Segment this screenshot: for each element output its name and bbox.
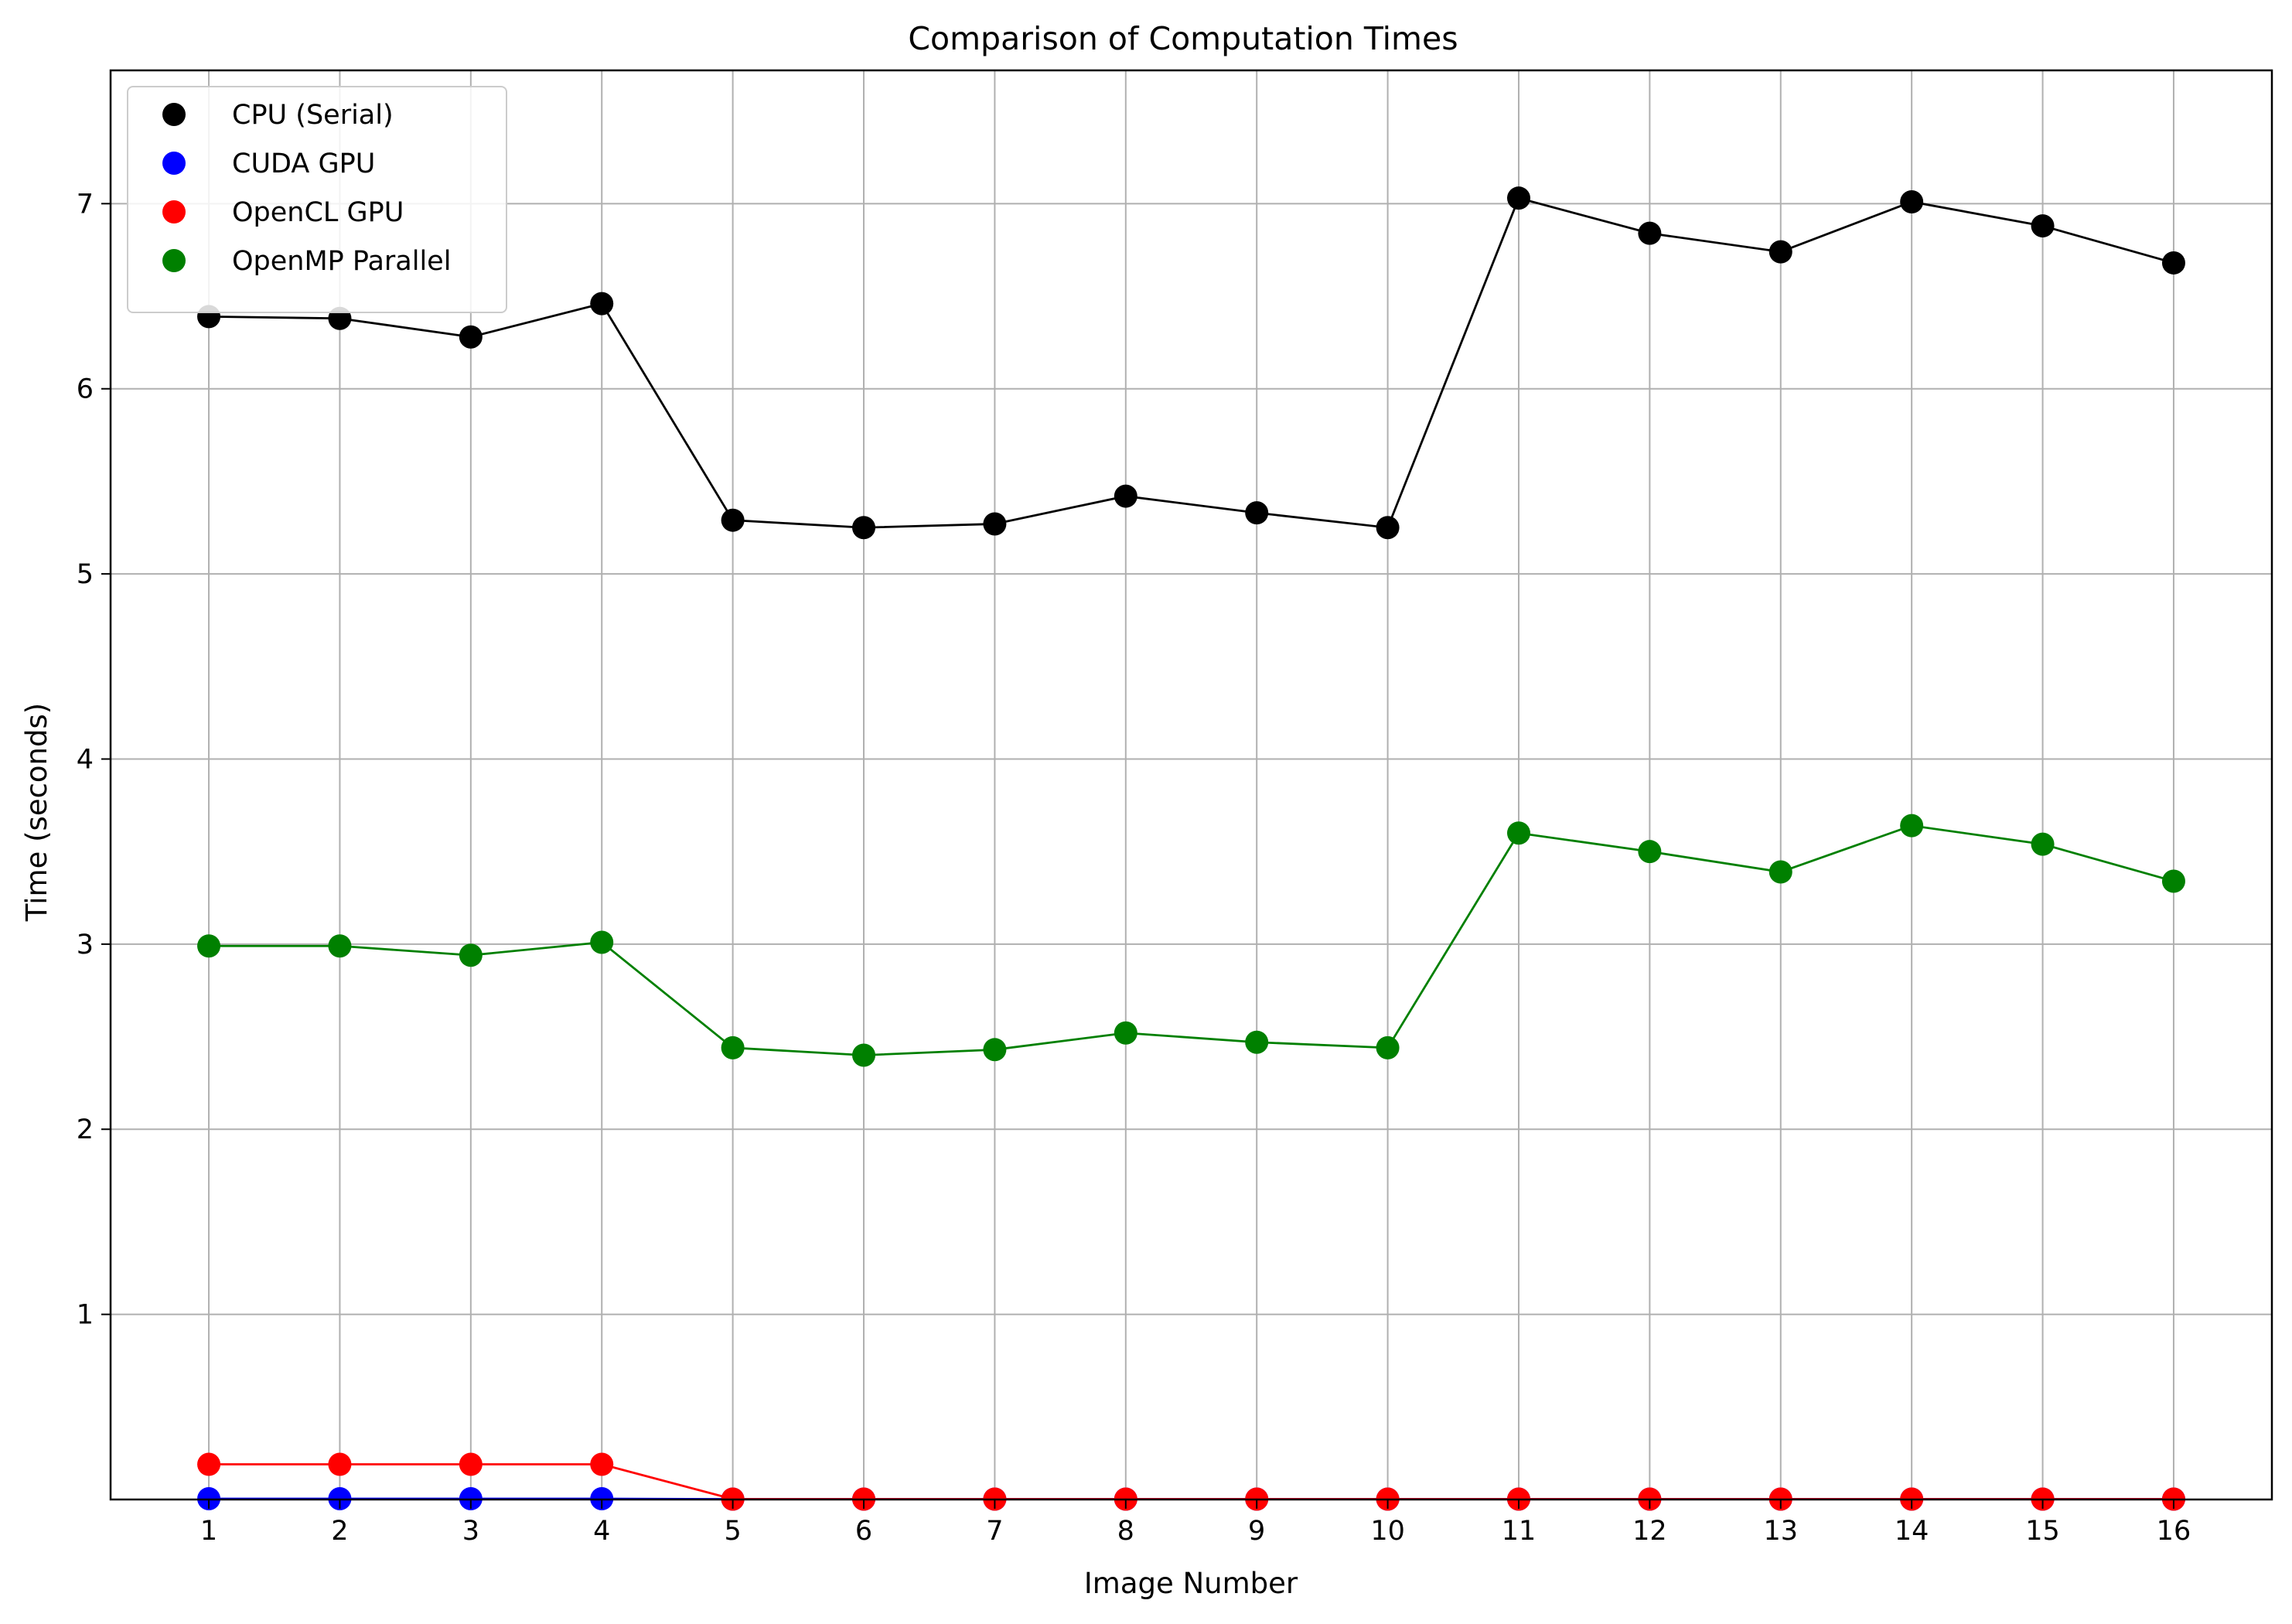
data-point — [1376, 1035, 1400, 1059]
x-tick-label: 13 — [1763, 1516, 1798, 1547]
data-point — [197, 934, 221, 958]
data-point — [1638, 221, 1662, 245]
legend-label: CUDA GPU — [232, 148, 375, 179]
x-axis-label: Image Number — [1084, 1567, 1298, 1600]
x-tick-label: 5 — [724, 1516, 741, 1547]
data-point — [2161, 869, 2185, 893]
y-tick-label: 2 — [77, 1114, 94, 1145]
data-point — [2031, 832, 2055, 856]
data-point — [721, 508, 745, 532]
y-tick-label: 3 — [77, 930, 94, 960]
data-point — [197, 1452, 221, 1476]
plot-frame — [109, 69, 2273, 1501]
x-tick-label: 12 — [1632, 1516, 1667, 1547]
x-tick-label: 6 — [855, 1516, 872, 1547]
x-tick-label: 15 — [2025, 1516, 2060, 1547]
series-layer — [197, 186, 2185, 1511]
x-tick-label: 14 — [1895, 1516, 1929, 1547]
x-tick-label: 3 — [462, 1516, 479, 1547]
legend-label: OpenMP Parallel — [232, 246, 451, 277]
series-line — [209, 196, 2174, 529]
y-tick-label: 7 — [77, 189, 94, 220]
x-tick-label: 10 — [1370, 1516, 1405, 1547]
data-point — [1114, 1021, 1137, 1045]
data-point — [1506, 821, 1530, 845]
data-point — [328, 1452, 352, 1476]
data-point — [459, 1452, 483, 1476]
x-tick-label: 1 — [200, 1516, 217, 1547]
data-point — [852, 516, 876, 540]
legend-label: OpenCL GPU — [232, 197, 404, 228]
y-axis-label: Time (seconds) — [20, 703, 53, 922]
data-point — [1376, 516, 1400, 540]
chart-title: Comparison of Computation Times — [908, 20, 1458, 57]
x-tick-label: 11 — [1502, 1516, 1537, 1547]
data-point — [1900, 814, 1924, 838]
data-point — [1900, 189, 1924, 213]
series-line — [209, 824, 2174, 1056]
data-point — [1245, 501, 1269, 525]
data-point — [1638, 840, 1662, 864]
data-point — [590, 930, 614, 954]
data-point — [459, 325, 483, 349]
data-point — [2031, 214, 2055, 238]
x-tick-label: 8 — [1117, 1516, 1134, 1547]
data-point — [1114, 484, 1137, 508]
y-tick-label: 1 — [77, 1300, 94, 1331]
data-point — [1768, 240, 1792, 264]
data-point — [590, 1452, 614, 1476]
legend-marker — [162, 249, 186, 272]
data-point — [983, 512, 1007, 536]
legend-box — [127, 86, 507, 313]
data-point — [852, 1043, 876, 1067]
data-point — [721, 1035, 745, 1059]
y-tick-label: 4 — [77, 744, 94, 775]
x-tick-label: 2 — [331, 1516, 348, 1547]
data-point — [1768, 860, 1792, 884]
legend-marker — [162, 200, 186, 223]
legend-marker — [162, 152, 186, 175]
data-point — [590, 292, 614, 316]
data-point — [1506, 186, 1530, 210]
x-tick-label: 16 — [2157, 1516, 2191, 1547]
y-tick-label: 5 — [77, 559, 94, 590]
legend: CPU (Serial) CUDA GPU OpenCL GPU OpenMP Par… — [127, 86, 507, 313]
data-point — [459, 943, 483, 967]
x-tick-label: 4 — [593, 1516, 610, 1547]
x-tick-label: 9 — [1248, 1516, 1265, 1547]
x-tick-label: 7 — [986, 1516, 1003, 1547]
data-point — [1245, 1030, 1269, 1054]
legend-marker — [162, 103, 186, 126]
data-point — [328, 934, 352, 958]
data-point — [2161, 251, 2185, 275]
legend-label: CPU (Serial) — [232, 100, 394, 131]
y-tick-label: 6 — [77, 374, 94, 405]
data-point — [983, 1038, 1007, 1062]
